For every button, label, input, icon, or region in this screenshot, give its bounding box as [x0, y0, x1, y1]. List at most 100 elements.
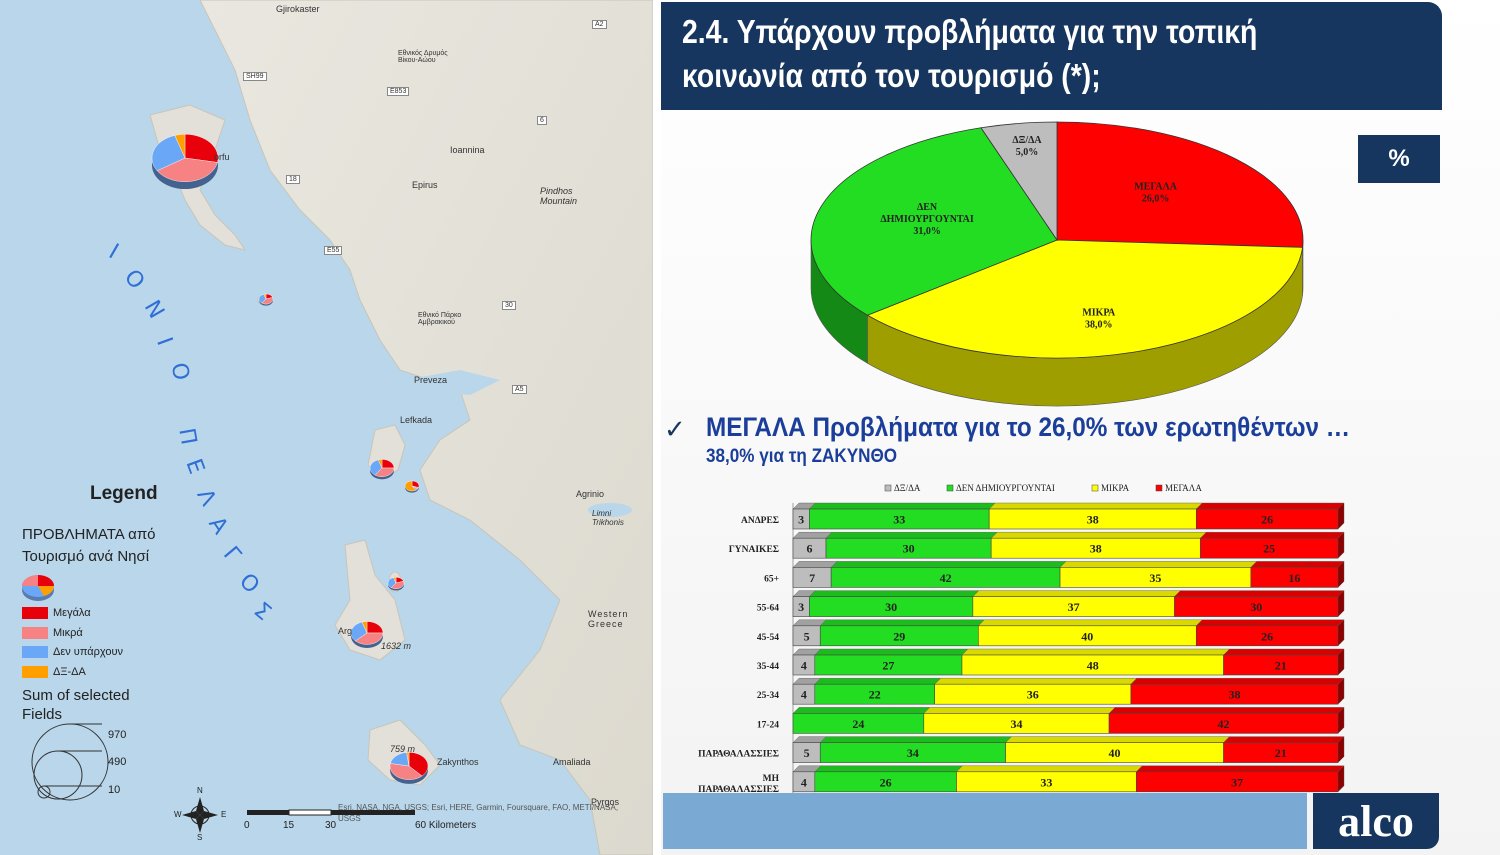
bar-segment-top	[814, 678, 942, 685]
island-pie-slice	[390, 580, 405, 589]
bar-segment-top	[1130, 678, 1345, 685]
bar-value-label: 38	[1228, 688, 1240, 702]
category-label: 17-24	[757, 720, 779, 730]
bar-value-label: 33	[1040, 775, 1052, 789]
pie-slice-label: ΔΞ/ΔΑ 5,0%	[1012, 135, 1042, 158]
bar-segment-top	[792, 532, 833, 539]
page-title-line: κοινωνία από τον τουρισμό (*);	[682, 57, 1101, 94]
legend-swatch	[884, 484, 892, 492]
legend-subtitle: ΠΡΟΒΛΗΜΑΤΑ από Τουρισμό ανά Νησί	[22, 524, 156, 568]
place-label: Preveza	[414, 375, 448, 385]
bar-segment-side	[1337, 765, 1345, 793]
bar-value-label: 5	[804, 629, 810, 643]
place-label: Amaliada	[553, 757, 591, 767]
bar-segment-top	[814, 765, 963, 772]
place-label: 1632 m	[381, 641, 412, 651]
legend-sum-line: Fields	[22, 706, 63, 723]
place-label: Εθνικό Πάρκο Αμβρακικού	[418, 312, 462, 326]
alco-logo: alco	[1313, 793, 1439, 849]
lake-trikhonis	[588, 503, 632, 517]
pie-slice-label: ΜΕΓΑΛΑ 26,0%	[1134, 182, 1178, 205]
legend-item: ΔΞ-ΔΑ	[22, 665, 86, 679]
place-label: Zakynthos	[437, 757, 479, 767]
bar-segment-top	[1250, 561, 1345, 568]
bar-value-label: 37	[1231, 775, 1243, 789]
legend-swatch	[22, 666, 48, 678]
bar-value-label: 37	[1068, 600, 1080, 614]
place-label: Εθνικός Δρυμός Βίκου-Αώου	[398, 50, 448, 64]
legend-label: Μικρά	[53, 627, 83, 639]
place-label: Pyrgos	[591, 797, 620, 807]
bar-segment-side	[1337, 677, 1345, 705]
island-pie-slice	[354, 632, 384, 645]
percent-badge: %	[1358, 135, 1440, 183]
bar-segment-side	[1337, 706, 1345, 734]
compass-rose	[182, 797, 218, 833]
island-pie-slice	[361, 621, 368, 634]
ambracian-gulf	[405, 370, 500, 395]
bar-segment-top	[1005, 736, 1231, 743]
legend-subtitle-line: Τουρισμό ανά Νησί	[22, 548, 150, 565]
bar-value-label: 35	[1149, 571, 1161, 585]
bar-segment-top	[923, 707, 1116, 714]
bar-value-label: 3	[798, 513, 804, 527]
category-label: ΜΗ ΠΑΡΑΘΑΛΑΣΣΙΕΣ	[698, 774, 779, 795]
island-pie-slice	[381, 459, 395, 469]
legend-sum-line: Sum of selected	[22, 687, 130, 704]
road-shield: 30	[502, 301, 516, 310]
place-label: Ioannina	[450, 145, 485, 155]
island-pie-slice	[151, 135, 186, 171]
size-legend-value: 490	[108, 756, 127, 768]
bar-value-label: 25	[1263, 542, 1275, 556]
bar-value-label: 42	[940, 571, 952, 585]
road-shield: A5	[512, 385, 527, 394]
category-label: 45-54	[757, 633, 779, 643]
bar-value-label: 34	[1010, 717, 1022, 731]
legend-subtitle-line: ΠΡΟΒΛΗΜΑΤΑ από	[22, 526, 156, 543]
bar-segment-top	[1174, 590, 1345, 597]
island-pie	[350, 621, 384, 649]
bar-segment-top	[1059, 561, 1258, 568]
bar-value-label: 4	[801, 688, 807, 702]
category-label: 35-44	[757, 662, 779, 672]
bar-value-label: 16	[1288, 571, 1300, 585]
island-pie	[387, 577, 405, 591]
place-label: Gjirokaster	[276, 4, 320, 14]
legend-label: Δεν υπάρχουν	[53, 646, 123, 658]
pie-slice	[866, 239, 1303, 359]
bar-segment-top	[825, 532, 998, 539]
page-title-line: 2.4. Υπάρχουν προβλήματα για την τοπική	[682, 13, 1258, 50]
bar-value-label: 24	[852, 717, 864, 731]
legend-item: Δεν υπάρχουν	[22, 645, 123, 659]
check-icon: ✓	[664, 414, 686, 444]
pie-slice-label: ΜΙΚΡΑ 38,0%	[1082, 308, 1116, 331]
bar-value-label: 26	[880, 775, 892, 789]
bar-segment-side	[1337, 560, 1345, 588]
page-title: 2.4. Υπάρχουν προβλήματα για την τοπική …	[682, 10, 1318, 98]
compass-label: S	[197, 833, 203, 842]
bar-value-label: 29	[893, 629, 905, 643]
bar-segment-top	[808, 590, 980, 597]
bar-segment-top	[819, 736, 1013, 743]
bar-value-label: 33	[893, 513, 905, 527]
legend-item: Μεγάλα	[22, 606, 91, 620]
size-legend-value: 970	[108, 729, 127, 741]
bar-segment-top	[1135, 765, 1345, 772]
category-label: ΠΑΡΑΘΑΛΑΣΣΙΕΣ	[698, 750, 779, 760]
bar-segment-top	[1199, 532, 1345, 539]
bar-segment-top	[819, 619, 985, 626]
road-shield: SH99	[243, 72, 267, 81]
place-label: Agrinio	[576, 489, 605, 499]
category-label: ΓΥΝΑΙΚΕΣ	[729, 545, 779, 555]
island-pie-slice	[374, 467, 395, 477]
island-pie-slice	[366, 621, 384, 634]
legend-swatch	[1155, 484, 1163, 492]
compass-label: E	[221, 810, 227, 819]
bar-value-label: 4	[801, 659, 807, 673]
bar-value-label: 30	[903, 542, 915, 556]
bar-segment-top	[814, 648, 969, 656]
bar-segment-side	[1337, 619, 1345, 647]
legend-entry: ΜΕΓΑΛΑ	[1165, 483, 1202, 493]
bar-segment-top	[977, 619, 1203, 626]
legend-title: Legend	[90, 483, 158, 504]
